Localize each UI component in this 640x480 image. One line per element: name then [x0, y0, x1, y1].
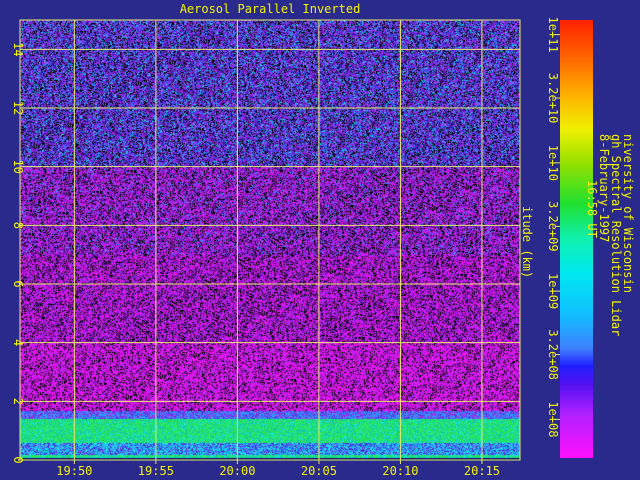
colorbar-tick-label: 1e+09	[546, 273, 560, 309]
y-tick-label: 8	[11, 222, 25, 229]
y-axis-label: itude (km)	[520, 206, 534, 279]
y-tick-label: 6	[11, 280, 25, 287]
y-tick-label: 12	[11, 101, 25, 115]
y-tick-label: 10	[11, 159, 25, 173]
x-tick-label: 20:10	[382, 464, 418, 478]
caption-institution: niversity of Wisconsin	[621, 134, 635, 293]
colorbar-tick-label: 1e+11	[546, 17, 560, 53]
colorbar-tick-label: 3.2e+08	[546, 329, 560, 380]
plot-frame	[19, 19, 521, 461]
y-tick-label: 0	[11, 456, 25, 463]
grid-lines	[20, 20, 520, 461]
chart-title: Aerosol Parallel Inverted	[179, 2, 361, 16]
y-tick-label: 2	[11, 398, 25, 405]
caption-time: 16:58 UT	[585, 180, 599, 238]
colorbar-tick-label: 1e+10	[546, 145, 560, 181]
caption-instrument: gh Spectral Resolution Lidar	[609, 134, 623, 337]
colorbar-axis: 1e+11 3.2e+10 1e+10 3.2e+09 1e+09 3.2e+08 1e+0…	[546, 17, 560, 437]
x-tick-label: 19:55	[138, 464, 174, 478]
heatmap-area	[20, 20, 520, 460]
x-tick-label: 20:05	[301, 464, 337, 478]
y-tick-label: 4	[11, 339, 25, 346]
x-tick-label: 20:00	[219, 464, 255, 478]
y-axis: 0 2 4 6 8 10 12 14	[11, 42, 25, 464]
colorbar-tick-label: 3.2e+10	[546, 73, 560, 124]
colorbar-tick-label: 1e+08	[546, 401, 560, 437]
x-tick-label: 19:50	[56, 464, 92, 478]
colorbar	[560, 20, 593, 458]
colorbar-tick-label: 3.2e+09	[546, 201, 560, 252]
caption-date: 8-February-1997	[597, 134, 611, 243]
y-tick-label: 14	[11, 42, 25, 56]
heatmap-image	[20, 20, 520, 460]
x-axis: 19:50 19:55 20:00 20:05 20:10 20:15	[56, 460, 500, 478]
x-tick-label: 20:15	[464, 464, 500, 478]
